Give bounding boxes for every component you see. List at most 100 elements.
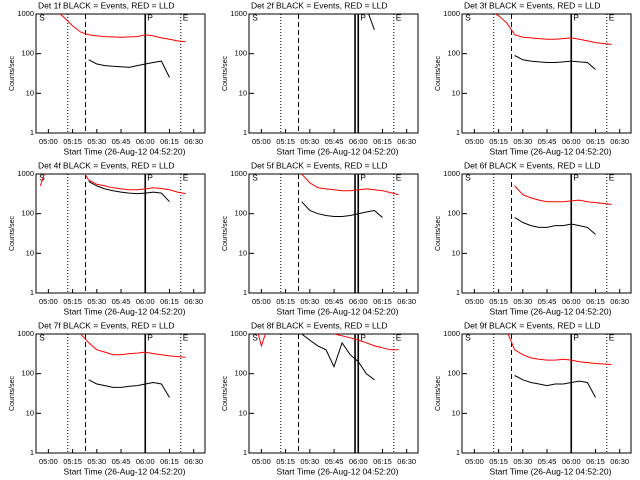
annotation: E	[609, 332, 615, 342]
y-tick-label: 100	[234, 49, 247, 58]
annotation: E	[183, 332, 189, 342]
x-tick-label: 05:15	[63, 137, 82, 146]
plot-frame	[35, 173, 206, 294]
chart-title: Det 5f BLACK = Events, RED = LLD	[251, 160, 388, 170]
x-tick-label: 05:30	[300, 137, 319, 146]
x-tick-label: 05:00	[465, 297, 484, 306]
x-tick-label: 05:45	[325, 457, 344, 466]
panel: Det 2f BLACK = Events, RED = LLD Start Ti…	[222, 0, 419, 156]
y-axis-label: Counts/sec	[435, 55, 442, 91]
y-tick-label: 10	[26, 88, 34, 97]
x-tick-label: 06:15	[160, 297, 179, 306]
x-tick-label: 05:15	[276, 457, 295, 466]
panel: Det 4f BLACK = Events, RED = LLD Start Ti…	[9, 160, 206, 316]
series-line	[301, 334, 375, 381]
x-tick-label: 05:45	[538, 457, 557, 466]
series-line	[88, 59, 170, 78]
panel: Det 1f BLACK = Events, RED = LLD Start Ti…	[9, 0, 206, 156]
x-tick-label: 06:15	[160, 457, 179, 466]
panel: Det 8f BLACK = Events, RED = LLD Start Ti…	[222, 320, 419, 476]
y-tick-label: 1000	[17, 9, 34, 18]
annotation: S	[39, 332, 45, 342]
plot-frame	[248, 13, 419, 134]
annotation: S	[252, 332, 258, 342]
series-line	[514, 217, 596, 235]
x-tick-label: 05:45	[112, 137, 131, 146]
plot-frame	[248, 173, 419, 294]
x-tick-label: 05:45	[538, 297, 557, 306]
x-tick-label: 06:00	[562, 457, 581, 466]
series-line	[514, 375, 596, 398]
y-tick-label: 1000	[230, 169, 247, 178]
y-tick-label: 10	[452, 408, 460, 417]
x-tick-label: 06:00	[136, 137, 155, 146]
annotation: E	[183, 12, 189, 22]
y-tick-label: 10	[452, 88, 460, 97]
x-tick-label: 05:45	[325, 297, 344, 306]
y-tick-label: 1000	[17, 329, 34, 338]
x-tick-label: 06:15	[373, 297, 392, 306]
y-tick-label: 1	[30, 288, 34, 297]
x-tick-label: 06:00	[136, 457, 155, 466]
y-tick-label: 1	[30, 128, 34, 137]
y-tick-label: 10	[239, 408, 247, 417]
annotation: P	[360, 332, 366, 342]
x-tick-label: 05:00	[465, 457, 484, 466]
series-line	[80, 334, 186, 358]
series-line	[514, 185, 612, 205]
y-tick-label: 10	[239, 88, 247, 97]
x-tick-label: 06:30	[184, 297, 203, 306]
plot-frame	[461, 333, 632, 454]
y-tick-label: 1000	[443, 329, 460, 338]
x-tick-label: 05:00	[39, 457, 58, 466]
annotation: E	[396, 12, 402, 22]
y-tick-label: 10	[239, 248, 247, 257]
x-tick-label: 06:00	[349, 457, 368, 466]
annotation: E	[609, 172, 615, 182]
plot-frame	[35, 13, 206, 134]
y-tick-label: 10	[26, 248, 34, 257]
y-tick-label: 100	[234, 209, 247, 218]
plot-frame	[248, 333, 419, 454]
x-tick-label: 06:30	[610, 297, 629, 306]
y-tick-label: 100	[447, 369, 460, 378]
y-axis-label: Counts/sec	[9, 375, 16, 411]
y-axis-label: Counts/sec	[435, 215, 442, 251]
x-tick-label: 05:30	[87, 457, 106, 466]
y-tick-label: 1	[243, 288, 247, 297]
chart-title: Det 9f BLACK = Events, RED = LLD	[464, 320, 601, 330]
y-axis-label: Counts/sec	[222, 375, 229, 411]
annotation: P	[360, 12, 366, 22]
series-line	[494, 14, 612, 45]
chart-title: Det 8f BLACK = Events, RED = LLD	[251, 320, 388, 330]
y-axis-label: Counts/sec	[9, 55, 16, 91]
annotation: P	[147, 332, 153, 342]
x-tick-label: 05:45	[112, 457, 131, 466]
annotation: P	[573, 332, 579, 342]
x-tick-label: 05:30	[87, 297, 106, 306]
y-tick-label: 1000	[443, 9, 460, 18]
y-tick-label: 1	[243, 128, 247, 137]
x-tick-label: 06:15	[373, 457, 392, 466]
x-tick-label: 05:30	[513, 297, 532, 306]
y-tick-label: 100	[234, 369, 247, 378]
x-tick-label: 05:30	[300, 297, 319, 306]
annotation: E	[396, 332, 402, 342]
chart-title: Det 7f BLACK = Events, RED = LLD	[38, 320, 175, 330]
x-axis-label: Start Time (26-Aug-12 04:52:20)	[277, 146, 399, 156]
annotation: S	[465, 172, 471, 182]
x-tick-label: 06:00	[136, 297, 155, 306]
y-tick-label: 10	[452, 248, 460, 257]
y-tick-label: 1000	[17, 169, 34, 178]
x-tick-label: 05:00	[252, 457, 271, 466]
x-tick-label: 05:15	[489, 297, 508, 306]
x-tick-label: 05:45	[112, 297, 131, 306]
chart-title: Det 1f BLACK = Events, RED = LLD	[38, 0, 175, 10]
annotation: S	[39, 172, 45, 182]
panel: Det 9f BLACK = Events, RED = LLD Start Ti…	[435, 320, 632, 476]
x-tick-label: 05:00	[252, 297, 271, 306]
x-tick-label: 05:30	[300, 457, 319, 466]
y-axis-label: Counts/sec	[222, 215, 229, 251]
annotation: E	[183, 172, 189, 182]
series-line	[39, 174, 186, 195]
